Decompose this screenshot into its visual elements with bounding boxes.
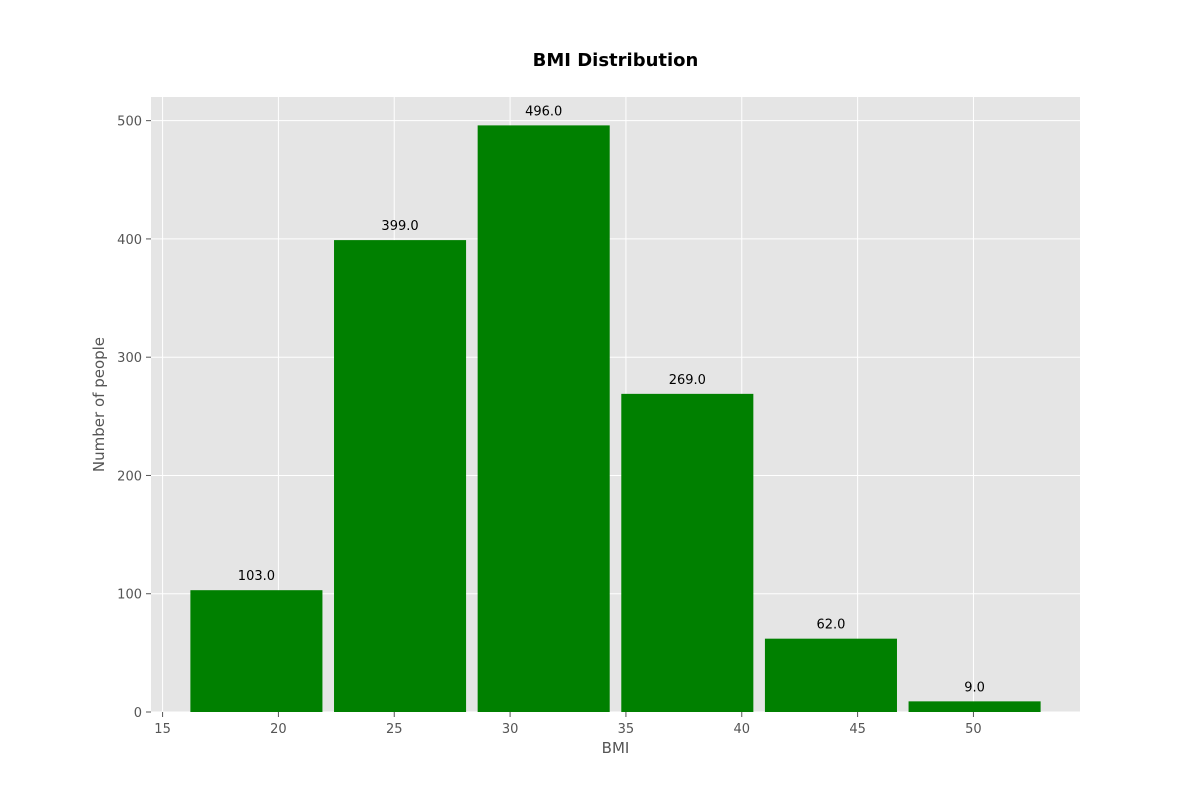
x-tick-label: 25 — [386, 722, 403, 737]
x-axis: 15 20 25 30 35 40 45 50 — [154, 712, 982, 737]
x-tick-label: 30 — [502, 722, 519, 737]
x-tick-label: 45 — [849, 722, 866, 737]
x-tick-label: 50 — [965, 722, 982, 737]
bars — [190, 125, 1041, 712]
bar — [764, 638, 897, 712]
y-tick-label: 500 — [117, 115, 142, 130]
y-axis: 0 100 200 300 400 500 — [117, 115, 151, 721]
y-tick-label: 200 — [117, 469, 142, 484]
bar-value-label: 62.0 — [816, 618, 845, 633]
x-tick-label: 40 — [733, 722, 750, 737]
y-axis-label: Number of people — [90, 337, 108, 472]
y-tick-label: 300 — [117, 351, 142, 366]
y-tick-label: 100 — [117, 588, 142, 603]
bar-value-label: 9.0 — [964, 680, 985, 695]
bar-value-label: 496.0 — [525, 104, 562, 119]
x-tick-label: 35 — [618, 722, 635, 737]
y-tick-label: 400 — [117, 233, 142, 248]
bar — [477, 125, 610, 712]
bar-value-label: 269.0 — [669, 373, 706, 388]
bar — [334, 240, 467, 712]
chart-title: BMI Distribution — [533, 50, 699, 71]
x-axis-label: BMI — [602, 739, 630, 757]
x-tick-label: 15 — [154, 722, 171, 737]
data-labels: 103.0 399.0 496.0 269.0 62.0 9.0 — [238, 104, 985, 695]
bar — [621, 393, 754, 712]
bar-value-label: 399.0 — [381, 219, 418, 234]
bar — [908, 701, 1041, 712]
bar — [190, 590, 323, 712]
y-tick-label: 0 — [134, 706, 142, 721]
x-tick-label: 20 — [270, 722, 287, 737]
bar-value-label: 103.0 — [238, 569, 275, 584]
